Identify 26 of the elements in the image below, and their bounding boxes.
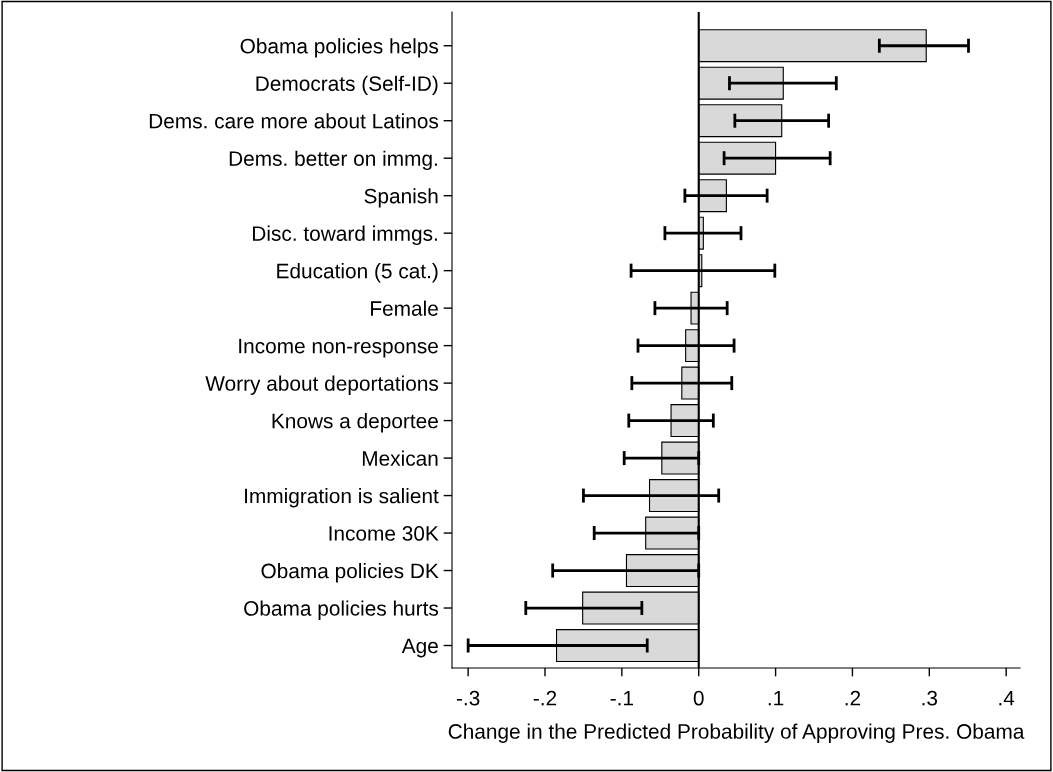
y-tick-label: Female [371,300,438,316]
y-tick-label: Education (5 cat.) [277,263,438,283]
x-tick-label: -.2 [533,690,557,706]
y-tick-label: Dems. care more about Latinos [149,113,439,129]
x-tick-label: .2 [845,690,861,706]
x-tick-label: -.3 [456,690,480,706]
y-tick-label: Income 30K [329,526,439,541]
x-tick-label: .3 [922,690,938,706]
y-tick-label: Mexican [362,450,438,466]
y-tick-label: Age [401,638,438,658]
y-tick-label: Spanish [364,188,438,208]
y-tick-label: Knows a deportee [272,413,438,433]
x-tick-label: .4 [999,690,1015,706]
x-tick-label: -.1 [610,690,633,706]
y-tick-label: Obama policies helps [240,38,439,58]
x-axis-title: Change in the Predicted Probability of Approving Pres. Obama [448,723,1025,743]
x-tick-label: .1 [768,690,784,706]
x-tick-label: 0 [693,690,704,706]
y-tick-label: Disc. toward immgs. [252,225,437,246]
y-tick-label: Income non-response [239,338,438,358]
y-tick-label: Dems. better on immg. [229,150,437,171]
y-tick-label: Obama policies hurts [244,600,439,620]
y-tick-label: Immigration is salient [245,488,439,508]
y-tick-label: Democrats (Self-ID) [256,75,438,96]
y-tick-label: Worry about deportations [205,375,439,395]
y-tick-label: Obama policies DK [261,562,439,583]
